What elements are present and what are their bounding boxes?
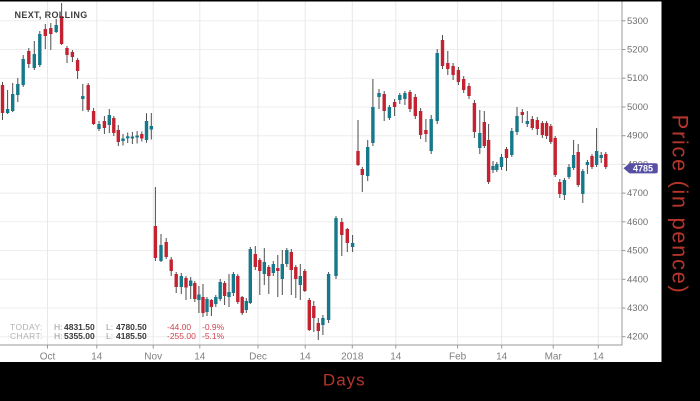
- svg-text:4400: 4400: [627, 274, 648, 285]
- svg-text:-44.00: -44.00: [167, 322, 191, 332]
- svg-text:H:: H:: [54, 331, 63, 341]
- svg-text:14: 14: [496, 352, 508, 363]
- svg-text:4300: 4300: [627, 303, 648, 314]
- svg-text:5000: 5000: [627, 102, 648, 113]
- svg-text:4780.50: 4780.50: [116, 322, 147, 332]
- svg-text:14: 14: [300, 352, 312, 363]
- svg-text:4185.50: 4185.50: [116, 331, 147, 341]
- svg-text:Days: Days: [323, 371, 366, 390]
- svg-text:-255.00: -255.00: [167, 331, 196, 341]
- svg-text:4700: 4700: [627, 188, 648, 199]
- svg-text:TODAY:: TODAY:: [10, 322, 43, 332]
- svg-text:-0.9%: -0.9%: [202, 322, 225, 332]
- svg-text:14: 14: [194, 352, 206, 363]
- svg-text:Feb: Feb: [449, 352, 467, 363]
- svg-text:14: 14: [390, 352, 402, 363]
- svg-text:4200: 4200: [627, 332, 648, 343]
- svg-text:CHART:: CHART:: [10, 331, 43, 341]
- svg-text:14: 14: [91, 352, 103, 363]
- svg-text:4500: 4500: [627, 246, 648, 257]
- svg-text:5300: 5300: [627, 16, 648, 27]
- svg-text:H:: H:: [54, 322, 63, 332]
- svg-text:Oct: Oct: [40, 352, 56, 363]
- svg-text:NEXT, ROLLING: NEXT, ROLLING: [15, 10, 88, 20]
- svg-text:Mar: Mar: [545, 352, 563, 363]
- svg-text:Price (in pence): Price (in pence): [668, 115, 693, 295]
- svg-text:2018: 2018: [341, 352, 364, 363]
- svg-text:L:: L:: [106, 331, 113, 341]
- svg-text:5100: 5100: [627, 73, 648, 84]
- svg-text:Dec: Dec: [249, 352, 267, 363]
- svg-text:4785: 4785: [633, 163, 653, 173]
- svg-text:4831.50: 4831.50: [64, 322, 95, 332]
- svg-text:5355.00: 5355.00: [64, 331, 95, 341]
- svg-text:4600: 4600: [627, 217, 648, 228]
- svg-text:Nov: Nov: [144, 352, 162, 363]
- svg-text:5200: 5200: [627, 45, 648, 56]
- svg-text:4900: 4900: [627, 131, 648, 142]
- svg-text:L:: L:: [106, 322, 113, 332]
- svg-text:-5.1%: -5.1%: [202, 331, 225, 341]
- svg-text:14: 14: [593, 352, 605, 363]
